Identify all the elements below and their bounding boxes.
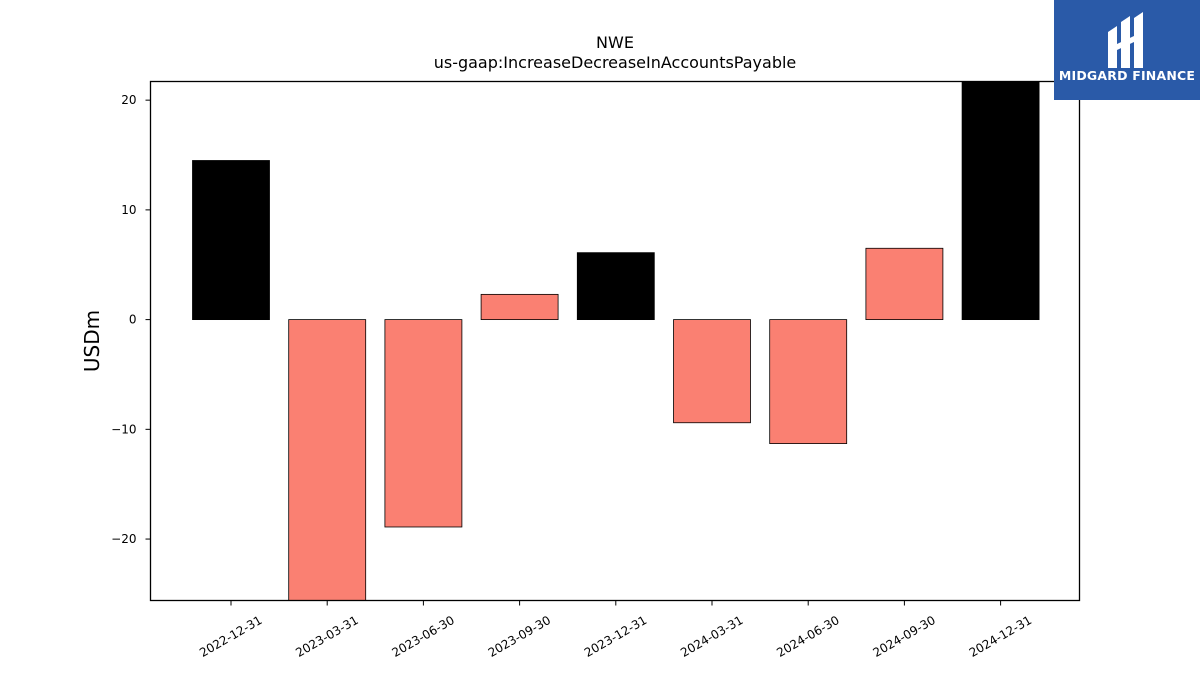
bar-group — [192, 81, 1040, 601]
midgard-logo-icon — [1108, 12, 1143, 68]
x-tick-label: 2024-09-30 — [870, 613, 937, 660]
x-tick-label: 2023-03-31 — [293, 613, 360, 660]
x-axis: 2022-12-31 2023-03-31 2023-06-30 2023-09-30… — [197, 600, 1034, 660]
bar-2023-03-31 — [288, 319, 367, 601]
bar-2023-06-30 — [384, 319, 463, 528]
x-tick-label: 2023-12-31 — [582, 613, 649, 660]
plot-frame — [149, 80, 1081, 602]
y-tick-label: 20 — [121, 93, 136, 107]
chart-subtitle: us-gaap:IncreaseDecreaseInAccountsPayabl… — [434, 53, 797, 72]
y-axis-label: USDm — [80, 310, 104, 372]
bar-2024-06-30 — [769, 319, 848, 444]
y-tick-label: −10 — [111, 422, 136, 436]
chart-title: NWE — [596, 33, 634, 52]
x-tick-label: 2023-09-30 — [486, 613, 553, 660]
x-tick-label: 2023-06-30 — [389, 613, 456, 660]
logo-text: MIDGARD FINANCE — [1058, 68, 1196, 83]
y-tick-label: 0 — [129, 313, 137, 327]
x-tick-label: 2024-06-30 — [774, 613, 841, 660]
bar-2022-12-31 — [192, 160, 270, 321]
x-tick-label: 2024-12-31 — [967, 613, 1034, 660]
bar-2024-12-31 — [961, 81, 1040, 321]
bar-2024-03-31 — [673, 319, 751, 424]
bar-2023-12-31 — [576, 252, 655, 321]
y-tick-label: −20 — [111, 532, 136, 546]
midgard-finance-logo: MIDGARD FINANCE — [1054, 0, 1200, 100]
y-axis: −20 −10 0 10 20 — [111, 93, 151, 546]
bar-2024-09-30 — [865, 247, 944, 321]
y-tick-label: 10 — [121, 203, 136, 217]
bar-2023-09-30 — [480, 293, 559, 321]
x-tick-label: 2022-12-31 — [197, 613, 264, 660]
x-tick-label: 2024-03-31 — [678, 613, 745, 660]
